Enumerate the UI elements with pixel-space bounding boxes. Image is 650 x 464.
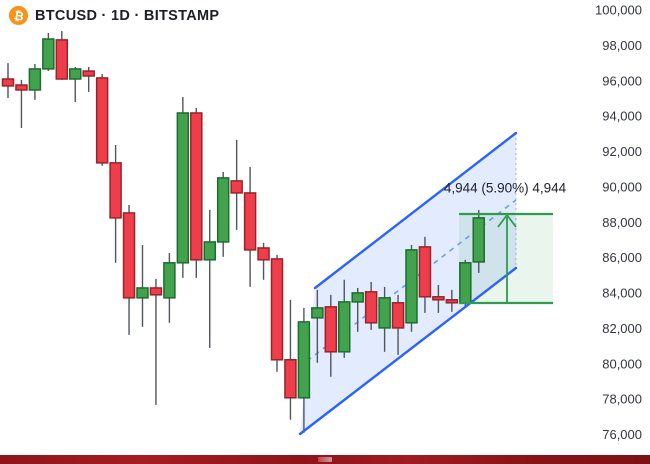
candle xyxy=(230,139,243,230)
candle-body-down xyxy=(324,306,338,353)
candle xyxy=(1,63,15,98)
candle xyxy=(364,281,378,330)
candle xyxy=(472,209,485,273)
candle-body-down xyxy=(82,70,95,77)
candle xyxy=(15,79,28,129)
candle xyxy=(270,254,284,372)
channel-lower-line[interactable] xyxy=(298,266,518,436)
candle xyxy=(122,204,136,335)
candle xyxy=(136,244,149,327)
candle xyxy=(445,289,459,312)
candle-body-up xyxy=(42,38,55,70)
candle-body-down xyxy=(270,258,284,361)
y-axis-label: 98,000 xyxy=(602,38,642,53)
channel-upper-line[interactable] xyxy=(313,131,518,290)
candle xyxy=(284,299,297,420)
candle-body-down xyxy=(149,287,163,296)
candle-body-down xyxy=(432,296,445,301)
y-axis-label: 96,000 xyxy=(602,73,642,88)
candle-body-up xyxy=(459,262,472,304)
candle-body-down xyxy=(109,162,122,219)
candle xyxy=(243,166,257,287)
candle xyxy=(405,244,418,332)
banner-logo xyxy=(318,457,332,462)
candle-body-down xyxy=(445,299,459,304)
candle-body-down xyxy=(15,84,28,91)
candle-body-down xyxy=(284,359,297,399)
candle-body-up xyxy=(311,307,324,319)
candle-body-down xyxy=(95,77,109,164)
range-arrow-head-icon xyxy=(497,213,517,228)
candle xyxy=(378,286,391,352)
price-range-label: 4,944 (5.90%) 4,944 xyxy=(443,180,567,196)
candle-body-up xyxy=(216,177,230,243)
candle-body-down xyxy=(122,212,136,299)
candle xyxy=(432,284,445,313)
candle-body-down xyxy=(391,302,405,329)
bitcoin-icon: ₿ xyxy=(9,6,28,25)
y-axis-label: 76,000 xyxy=(602,427,642,442)
candle-body-up xyxy=(69,68,82,80)
candle-body-down xyxy=(190,112,203,261)
chart-header: ₿ BTCUSD · 1D · BITSTAMP xyxy=(9,6,219,25)
candle-body-up xyxy=(136,287,149,299)
candle-body-down xyxy=(257,247,270,261)
candlestick-series xyxy=(1,31,485,433)
candle xyxy=(311,289,324,363)
candle-body-down xyxy=(55,39,69,80)
y-axis-label: 90,000 xyxy=(602,179,642,194)
candle-body-up xyxy=(405,249,418,324)
candle-body-down xyxy=(243,192,257,251)
candle xyxy=(95,74,109,166)
candle xyxy=(149,278,163,405)
candle-body-up xyxy=(472,217,485,263)
candle xyxy=(69,66,82,102)
candle xyxy=(109,144,122,263)
candle xyxy=(28,63,42,100)
candle-body-up xyxy=(378,297,391,329)
y-axis-label: 88,000 xyxy=(602,215,642,230)
candle xyxy=(190,108,203,278)
candle xyxy=(459,259,472,308)
y-axis-label: 94,000 xyxy=(602,109,642,124)
candle xyxy=(418,236,432,313)
candle xyxy=(203,209,216,348)
candle xyxy=(42,32,55,72)
candle-body-up xyxy=(297,321,311,399)
candle xyxy=(55,31,69,80)
y-axis-label: 84,000 xyxy=(602,286,642,301)
candle-body-down xyxy=(1,78,15,87)
bitcoin-glyph: ₿ xyxy=(12,7,25,24)
candle-body-up xyxy=(163,262,176,299)
candle xyxy=(391,294,405,355)
y-axis-label: 86,000 xyxy=(602,250,642,265)
candle xyxy=(176,97,190,278)
candle xyxy=(351,287,364,332)
candle xyxy=(163,252,176,323)
candle xyxy=(82,66,95,92)
candle xyxy=(216,171,230,257)
candle-body-up xyxy=(203,241,216,261)
y-axis-label: 92,000 xyxy=(602,144,642,159)
candle-body-down xyxy=(364,291,378,324)
y-axis-label: 80,000 xyxy=(602,356,642,371)
y-axis-label: 82,000 xyxy=(602,321,642,336)
candle xyxy=(338,279,351,358)
candle xyxy=(257,242,270,280)
chart-title: BTCUSD · 1D · BITSTAMP xyxy=(35,7,220,24)
candle-body-up xyxy=(351,292,364,303)
bottom-banner xyxy=(0,455,650,464)
price-scale[interactable]: 100,000 98,000 96,000 94,000 92,000 90,000 88,… xyxy=(595,3,642,443)
candle xyxy=(297,307,311,433)
candle-body-up xyxy=(338,301,351,353)
candle-body-down xyxy=(418,246,432,298)
candle xyxy=(324,294,338,377)
candle-body-up xyxy=(176,112,190,264)
candle-body-down xyxy=(230,180,243,194)
y-axis-label: 100,000 xyxy=(595,3,642,18)
y-axis-label: 78,000 xyxy=(602,392,642,407)
candle-body-up xyxy=(28,68,42,91)
